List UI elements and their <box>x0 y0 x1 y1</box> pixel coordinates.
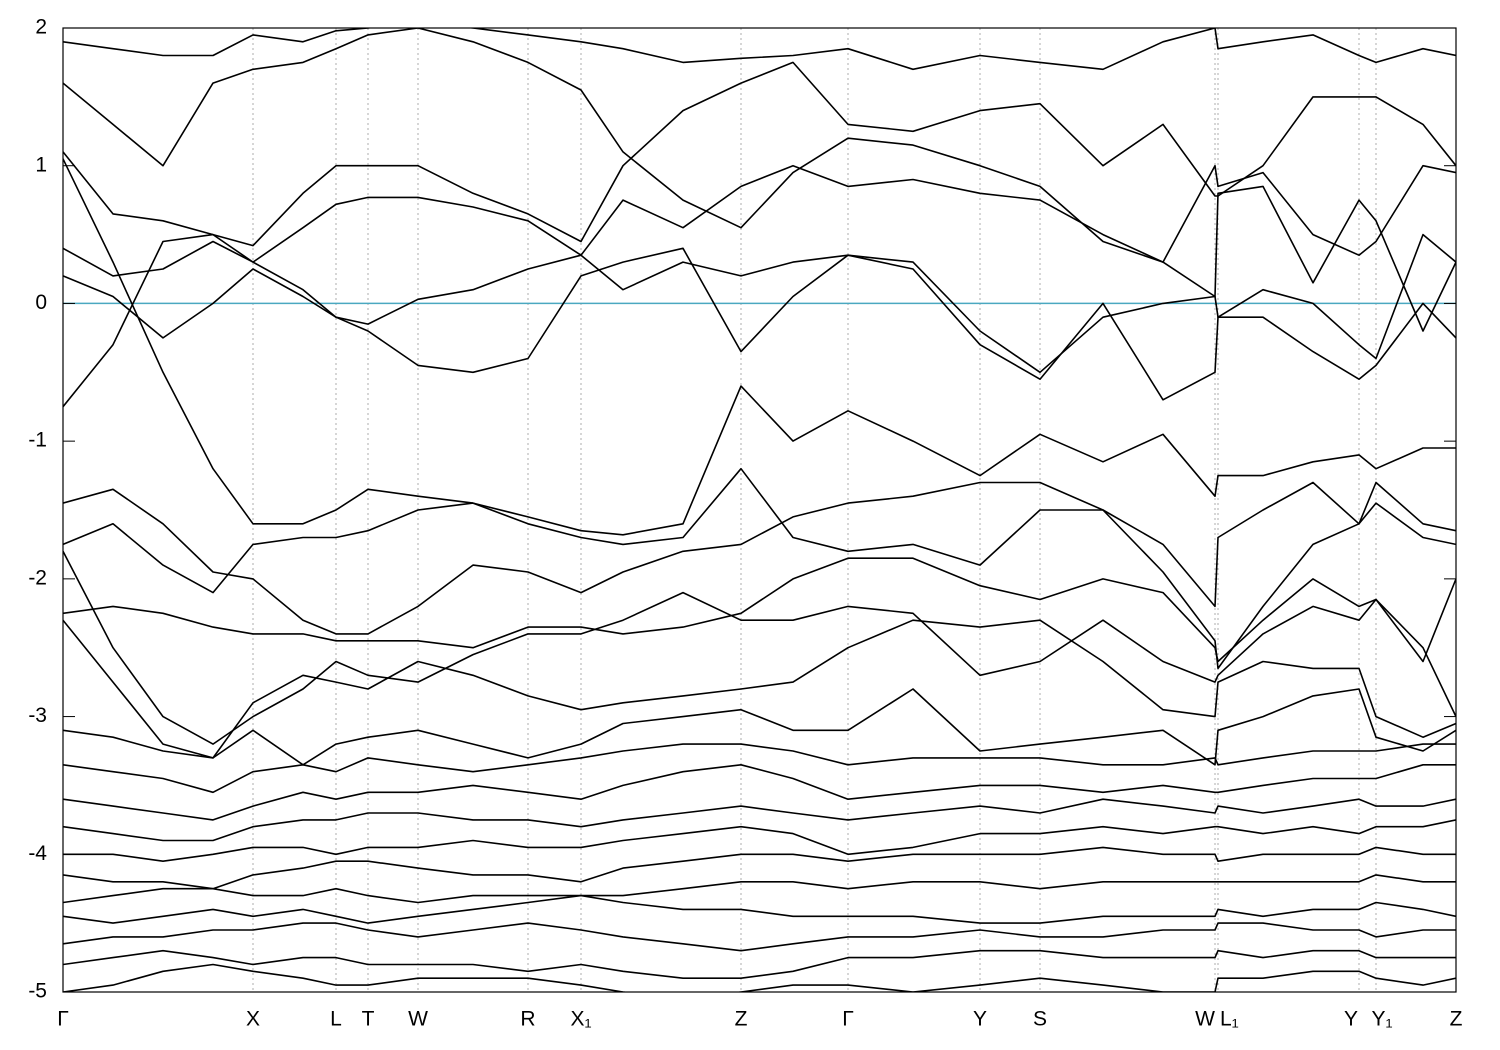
band <box>63 846 1456 890</box>
y-tick-label: -1 <box>28 429 47 452</box>
x-tick-label: X₁ <box>570 1008 591 1031</box>
band <box>63 164 1456 408</box>
band <box>63 874 1456 904</box>
band <box>63 894 1456 924</box>
bands <box>63 28 1456 992</box>
band <box>63 233 1456 374</box>
band <box>63 557 1456 663</box>
x-tick-label: Y₁ <box>1371 1008 1392 1031</box>
y-tick-label: -3 <box>28 704 47 727</box>
x-tick-label: W <box>1195 1008 1215 1031</box>
y-tick-label: -2 <box>28 566 47 589</box>
band <box>63 949 1456 979</box>
x-tick-label: R <box>520 1008 535 1031</box>
x-tick-label: Y <box>1344 1008 1358 1031</box>
band <box>63 550 1456 745</box>
band <box>63 798 1456 842</box>
band <box>63 764 1456 821</box>
band <box>63 247 1456 401</box>
y-tick-label: 1 <box>35 153 47 176</box>
band <box>63 688 1456 766</box>
x-tick-label: Z <box>735 1008 748 1031</box>
band <box>63 158 1456 536</box>
band <box>63 467 1456 608</box>
plot-frame <box>62 27 1457 993</box>
x-tick-label: Γ <box>57 1008 69 1031</box>
band <box>63 819 1456 862</box>
x-tick-label: S <box>1033 1008 1047 1031</box>
band <box>63 28 1456 71</box>
x-tick-label: W <box>408 1008 428 1031</box>
x-tick-label: Z <box>1450 1008 1463 1031</box>
x-tick-label: L₁ <box>1220 1008 1239 1031</box>
x-tick-label: Y <box>973 1008 987 1031</box>
band <box>63 61 1456 247</box>
band <box>63 619 1456 759</box>
x-tick-label: X <box>246 1008 260 1031</box>
x-tick-label: L <box>330 1008 342 1031</box>
band <box>63 28 1456 263</box>
x-tick-label: T <box>362 1008 375 1031</box>
band <box>63 743 1456 794</box>
y-tick-label: -4 <box>28 842 47 865</box>
y-tick-label: -5 <box>28 980 47 1003</box>
band <box>63 481 1456 670</box>
y-tick-label: 0 <box>35 291 47 314</box>
y-tick-label: 2 <box>35 16 47 39</box>
x-tick-label: Γ <box>842 1008 854 1031</box>
band <box>63 922 1456 952</box>
band <box>63 963 1456 992</box>
